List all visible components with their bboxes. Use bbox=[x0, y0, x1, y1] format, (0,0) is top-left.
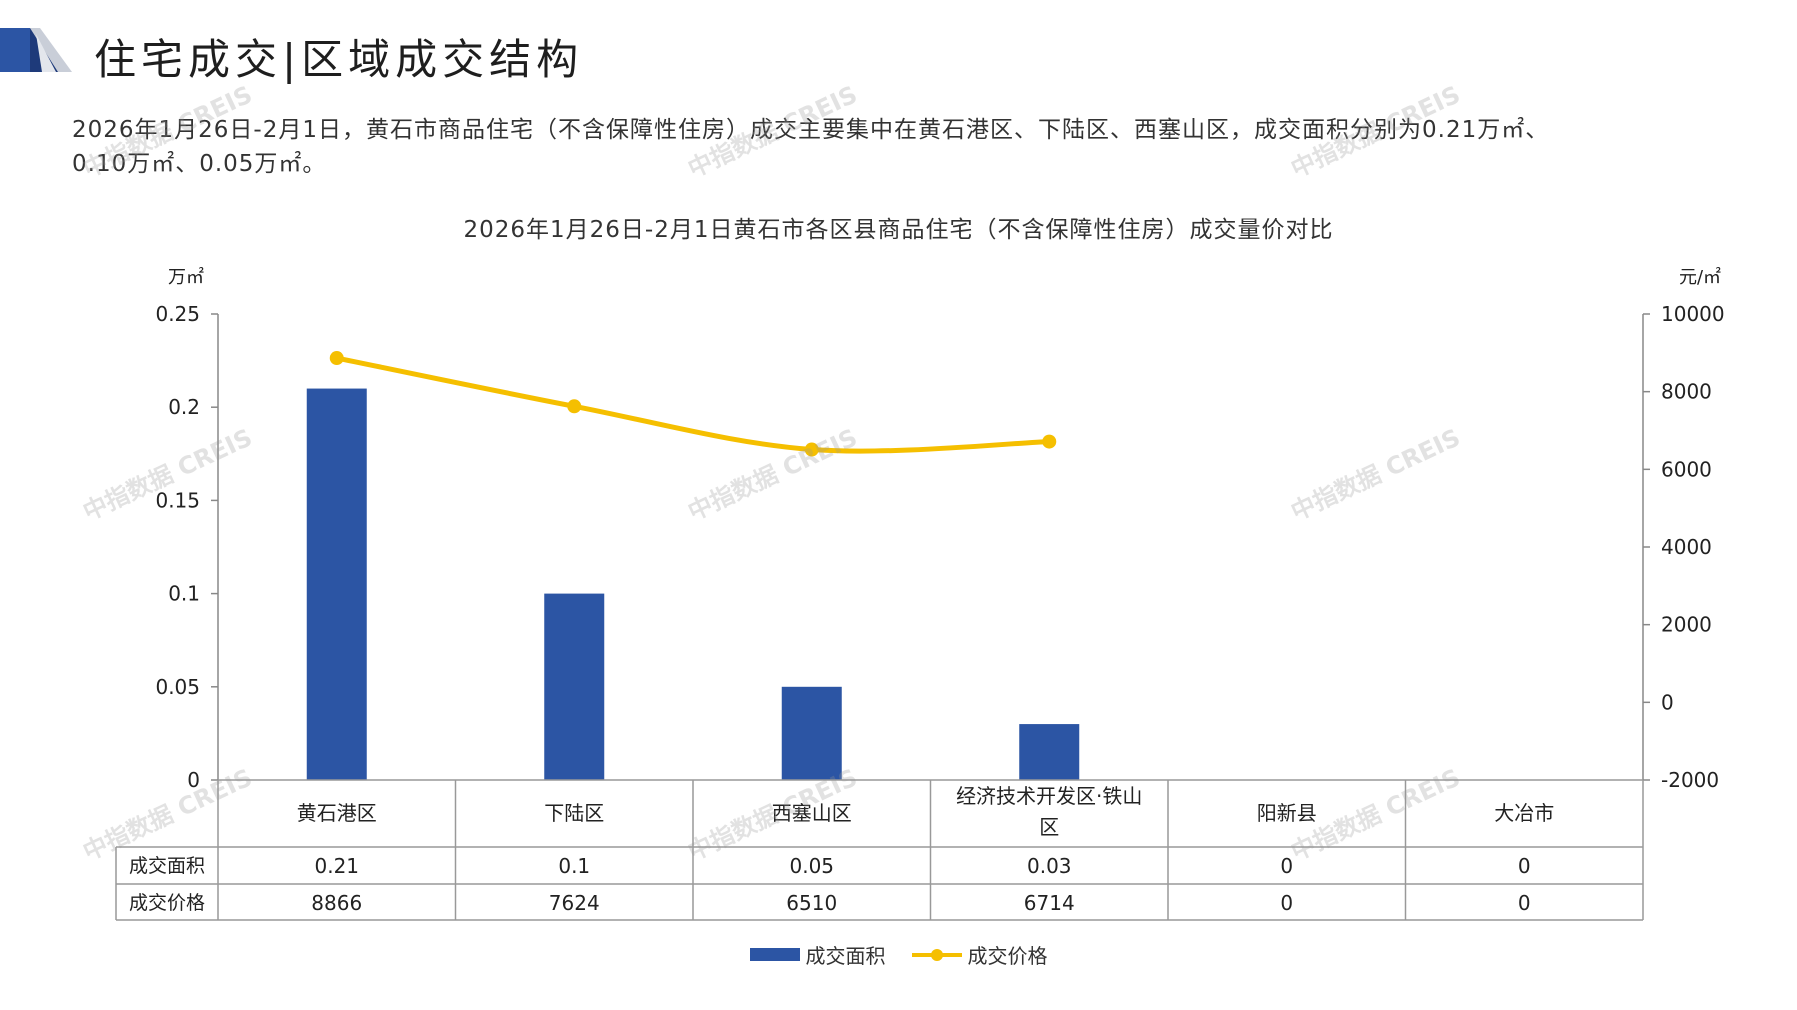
right-tick-label: 8000 bbox=[1661, 380, 1712, 404]
bar bbox=[781, 686, 842, 780]
table-cell-price: 0 bbox=[1518, 891, 1531, 915]
right-tick-label: 2000 bbox=[1661, 613, 1712, 637]
bar bbox=[306, 388, 367, 780]
table-cell-area: 0.1 bbox=[558, 854, 590, 878]
left-tick-label: 0.25 bbox=[155, 302, 200, 326]
right-tick-label: 4000 bbox=[1661, 535, 1712, 559]
price-point bbox=[1042, 434, 1057, 449]
category-label: 区 bbox=[1039, 815, 1059, 839]
chart-title: 2026年1月26日-2月1日黄石市各区县商品住宅（不含保障性住房）成交量价对比 bbox=[463, 217, 1334, 243]
table-cell-area: 0.05 bbox=[789, 854, 834, 878]
right-tick-label: 6000 bbox=[1661, 457, 1712, 481]
right-axis-unit: 元/㎡ bbox=[1679, 266, 1721, 288]
bar bbox=[1019, 724, 1080, 780]
table-cell-price: 8866 bbox=[311, 891, 362, 915]
category-label: 西塞山区 bbox=[772, 801, 852, 825]
category-label: 黄石港区 bbox=[297, 801, 377, 825]
title-decoration-icon bbox=[0, 28, 72, 72]
left-tick-label: 0.1 bbox=[168, 582, 200, 606]
summary-line-2: 0.10万㎡、0.05万㎡。 bbox=[72, 151, 327, 177]
left-tick-label: 0.15 bbox=[155, 488, 200, 512]
table-cell-area: 0.03 bbox=[1027, 854, 1072, 878]
right-tick-label: 0 bbox=[1661, 690, 1674, 714]
legend-label-area: 成交面积 bbox=[805, 944, 886, 968]
price-point bbox=[329, 351, 344, 366]
table-row-header: 成交面积 bbox=[129, 855, 205, 877]
left-axis-unit: 万㎡ bbox=[168, 266, 204, 288]
legend-item-price[interactable]: 成交价格 bbox=[911, 940, 1048, 969]
chart-legend: 成交面积 成交价格 bbox=[0, 940, 1797, 969]
title-bar: 住宅成交|区域成交结构 bbox=[0, 22, 1797, 84]
summary-line-1: 2026年1月26日-2月1日，黄石市商品住宅（不含保障性住房）成交主要集中在黄… bbox=[72, 117, 1550, 143]
price-point bbox=[567, 399, 582, 414]
category-label: 阳新县 bbox=[1257, 801, 1317, 825]
legend-bar-swatch-icon bbox=[749, 948, 800, 961]
table-cell-price: 0 bbox=[1280, 891, 1293, 915]
left-tick-label: 0.05 bbox=[155, 675, 200, 699]
table-cell-area: 0 bbox=[1280, 854, 1293, 878]
page-title: 住宅成交|区域成交结构 bbox=[94, 35, 584, 84]
right-tick-label: 10000 bbox=[1661, 302, 1725, 326]
table-cell-price: 7624 bbox=[549, 891, 600, 915]
left-tick-label: 0 bbox=[187, 768, 200, 792]
summary-text: 2026年1月26日-2月1日，黄石市商品住宅（不含保障性住房）成交主要集中在黄… bbox=[72, 113, 1732, 181]
table-cell-area: 0.21 bbox=[314, 854, 359, 878]
price-line bbox=[334, 355, 1052, 454]
table-cell-price: 6714 bbox=[1024, 891, 1075, 915]
price-point bbox=[804, 442, 819, 457]
table-row-header: 成交价格 bbox=[129, 892, 205, 914]
legend-label-price: 成交价格 bbox=[967, 944, 1048, 968]
category-label: 经济技术开发区·铁山 bbox=[956, 784, 1142, 808]
table-cell-area: 0 bbox=[1518, 854, 1531, 878]
category-label: 下陆区 bbox=[544, 801, 604, 825]
left-tick-label: 0.2 bbox=[168, 395, 200, 419]
legend-item-area[interactable]: 成交面积 bbox=[749, 940, 886, 969]
table-cell-price: 6510 bbox=[786, 891, 837, 915]
bar bbox=[544, 593, 605, 780]
right-tick-label: -2000 bbox=[1661, 768, 1719, 792]
legend-line-marker-icon bbox=[911, 948, 962, 962]
category-label: 大冶市 bbox=[1494, 801, 1554, 825]
